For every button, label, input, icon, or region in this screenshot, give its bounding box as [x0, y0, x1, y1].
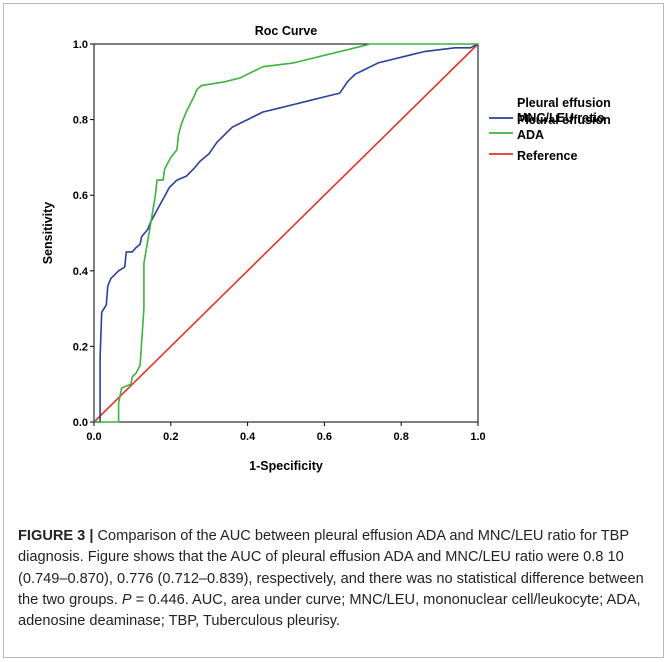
chart-title: Roc Curve	[255, 24, 318, 38]
y-tick-label: 0.6	[73, 190, 88, 202]
series-line-0	[94, 43, 479, 423]
x-tick-label: 0.8	[394, 431, 409, 443]
y-tick-label: 0.0	[73, 417, 88, 429]
caption-p-symbol: P	[121, 591, 132, 608]
figure-caption: FIGURE 3 | Comparison of the AUC between…	[18, 526, 650, 632]
x-tick-label: 1.0	[470, 431, 485, 443]
x-axis-title: 1-Specificity	[249, 459, 323, 473]
y-tick-label: 0.8	[73, 115, 88, 127]
x-tick-label: 0.6	[317, 431, 332, 443]
x-tick-label: 0.0	[86, 431, 101, 443]
legend-label-2: Reference	[517, 149, 577, 163]
plot-area	[93, 43, 479, 423]
plot-frame	[93, 43, 479, 423]
figure-frame	[3, 3, 664, 658]
series-line-2	[93, 43, 479, 423]
y-tick-label: 0.2	[73, 341, 88, 353]
legend-label-0: Pleural effusion MNC/LEU ratio	[517, 96, 611, 125]
legend-label-1: Pleural effusion ADA	[517, 113, 611, 142]
caption-text-2: = 0.446. AUC, area under curve; MNC/LEU,…	[18, 591, 641, 630]
x-tick-label: 0.2	[163, 431, 178, 443]
y-axis-title: Sensitivity	[41, 202, 55, 265]
x-tick-label: 0.4	[240, 431, 256, 443]
caption-label: FIGURE 3 |	[18, 528, 94, 544]
series-line-1	[94, 43, 478, 423]
y-tick-label: 0.4	[73, 266, 89, 278]
roc-chart: Roc Curve 0.0 0.2 0.4 0.6 0.8 1.0 0.00.20.40.…	[41, 24, 611, 473]
x-axis-ticks: 0.0 0.2 0.4 0.6 0.8 1.0	[86, 422, 486, 443]
y-axis-ticks: 0.0 0.2 0.4 0.6 0.8 1.0	[73, 39, 94, 429]
caption-text-1: Comparison of the AUC between pleural ef…	[18, 528, 644, 608]
y-tick-label: 1.0	[73, 39, 88, 51]
